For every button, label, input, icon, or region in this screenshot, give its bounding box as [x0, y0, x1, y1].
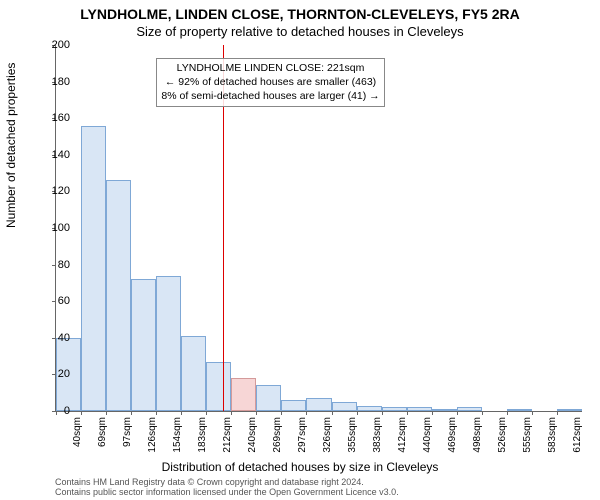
histogram-bar — [432, 409, 457, 411]
y-tick-label: 140 — [30, 149, 70, 161]
chart-title-line1: LYNDHOLME, LINDEN CLOSE, THORNTON-CLEVEL… — [0, 6, 600, 22]
x-tick-mark — [382, 411, 383, 415]
x-tick-label: 40sqm — [72, 417, 83, 447]
x-tick-label: 555sqm — [522, 417, 533, 453]
x-tick-mark — [156, 411, 157, 415]
histogram-bar — [181, 336, 206, 411]
x-tick-mark — [206, 411, 207, 415]
x-tick-label: 212sqm — [222, 417, 233, 453]
x-tick-label: 583sqm — [547, 417, 558, 453]
x-tick-mark — [306, 411, 307, 415]
x-tick-label: 498sqm — [472, 417, 483, 453]
x-tick-mark — [532, 411, 533, 415]
annotation-line: LYNDHOLME LINDEN CLOSE: 221sqm — [161, 61, 379, 75]
histogram-bar — [332, 402, 357, 411]
histogram-bar — [281, 400, 306, 411]
histogram-bar — [457, 407, 482, 411]
x-tick-label: 412sqm — [397, 417, 408, 453]
x-tick-mark — [557, 411, 558, 415]
x-tick-mark — [507, 411, 508, 415]
x-tick-label: 383sqm — [372, 417, 383, 453]
histogram-bar — [131, 279, 156, 411]
x-tick-label: 183sqm — [197, 417, 208, 453]
histogram-bar — [156, 276, 181, 411]
y-tick-label: 80 — [30, 259, 70, 271]
x-tick-mark — [231, 411, 232, 415]
histogram-bar — [382, 407, 407, 411]
histogram-bar — [231, 378, 256, 411]
x-tick-mark — [181, 411, 182, 415]
y-tick-label: 60 — [30, 295, 70, 307]
chart-plot-area: LYNDHOLME LINDEN CLOSE: 221sqm← 92% of d… — [55, 45, 582, 412]
x-tick-mark — [482, 411, 483, 415]
y-tick-label: 160 — [30, 112, 70, 124]
x-tick-label: 326sqm — [322, 417, 333, 453]
y-axis-label: Number of detached properties — [4, 63, 18, 228]
x-tick-label: 612sqm — [572, 417, 583, 453]
x-tick-label: 526sqm — [497, 417, 508, 453]
footer-line2: Contains public sector information licen… — [55, 488, 399, 498]
histogram-bar — [306, 398, 331, 411]
x-tick-mark — [407, 411, 408, 415]
y-tick-label: 180 — [30, 76, 70, 88]
y-tick-label: 0 — [30, 405, 70, 417]
annotation-line: ← 92% of detached houses are smaller (46… — [161, 75, 379, 89]
histogram-bar — [507, 409, 532, 411]
x-tick-label: 97sqm — [122, 417, 133, 447]
y-tick-label: 100 — [30, 222, 70, 234]
x-axis-label: Distribution of detached houses by size … — [0, 460, 600, 474]
footer-attribution: Contains HM Land Registry data © Crown c… — [55, 478, 399, 498]
x-tick-mark — [131, 411, 132, 415]
x-tick-label: 469sqm — [447, 417, 458, 453]
x-tick-label: 440sqm — [422, 417, 433, 453]
x-tick-label: 69sqm — [97, 417, 108, 447]
annotation-box: LYNDHOLME LINDEN CLOSE: 221sqm← 92% of d… — [156, 58, 384, 107]
x-tick-mark — [281, 411, 282, 415]
histogram-bar — [81, 126, 106, 411]
y-tick-label: 20 — [30, 368, 70, 380]
x-tick-label: 126sqm — [147, 417, 158, 453]
x-tick-label: 269sqm — [272, 417, 283, 453]
x-tick-mark — [81, 411, 82, 415]
histogram-bar — [106, 180, 131, 411]
x-tick-mark — [106, 411, 107, 415]
y-tick-label: 200 — [30, 39, 70, 51]
x-tick-label: 240sqm — [247, 417, 258, 453]
x-tick-label: 297sqm — [297, 417, 308, 453]
x-tick-label: 154sqm — [172, 417, 183, 453]
y-tick-label: 120 — [30, 185, 70, 197]
histogram-bar — [206, 362, 231, 411]
y-tick-label: 40 — [30, 332, 70, 344]
chart-title-line2: Size of property relative to detached ho… — [0, 24, 600, 39]
x-tick-label: 355sqm — [347, 417, 358, 453]
x-tick-mark — [332, 411, 333, 415]
x-tick-mark — [256, 411, 257, 415]
x-tick-mark — [457, 411, 458, 415]
histogram-bar — [357, 406, 382, 411]
x-tick-mark — [432, 411, 433, 415]
x-tick-mark — [357, 411, 358, 415]
histogram-bar — [256, 385, 281, 411]
annotation-line: 8% of semi-detached houses are larger (4… — [161, 89, 379, 103]
histogram-bar — [557, 409, 582, 411]
histogram-bar — [407, 407, 432, 411]
